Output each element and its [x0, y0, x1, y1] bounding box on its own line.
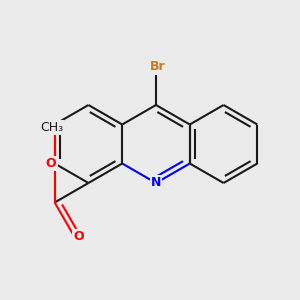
Text: O: O	[46, 157, 56, 170]
Text: O: O	[74, 230, 84, 243]
Text: N: N	[151, 176, 161, 190]
Text: CH₃: CH₃	[40, 121, 63, 134]
Text: Br: Br	[150, 60, 165, 74]
